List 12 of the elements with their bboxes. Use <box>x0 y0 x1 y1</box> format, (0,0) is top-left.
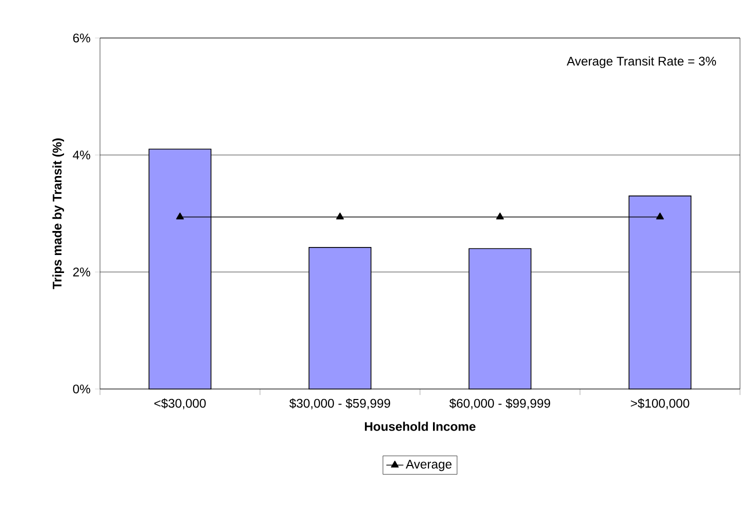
y-tick-label: 2% <box>73 268 90 276</box>
y-tick-label: 0% <box>73 384 90 394</box>
x-tick-label: $60,000 - $99,999 <box>449 398 550 410</box>
x-tick-label: $30,000 - $59,999 <box>289 398 390 410</box>
y-tick-label: 6% <box>73 34 90 42</box>
x-tick-label: >$100,000 <box>630 398 690 410</box>
y-tick-label: 4% <box>72 150 90 160</box>
legend-label: Average <box>406 460 452 472</box>
y-axis-title: Trips made by Transit (%) <box>52 138 64 290</box>
x-axis-title: Household Income <box>364 422 476 431</box>
annotation: Average Transit Rate = 3% <box>566 56 716 68</box>
x-tick-label: <$30,000 <box>154 398 206 410</box>
